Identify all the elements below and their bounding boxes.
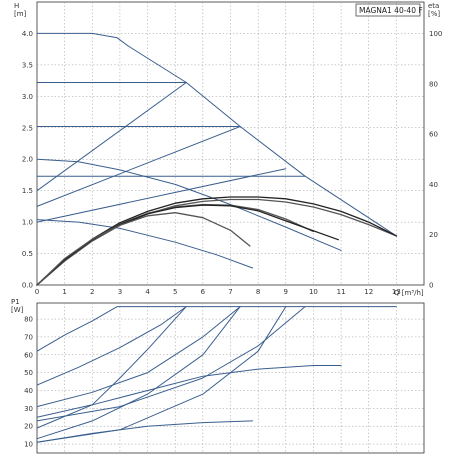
head-curve — [36, 32, 129, 47]
power-curve — [36, 306, 241, 408]
power-series-group — [36, 306, 397, 443]
power-curve — [36, 420, 254, 443]
head-tick-label: 2.0 — [22, 156, 33, 164]
efficiency-tick-label: 60 — [429, 131, 438, 139]
flow-tick-label: 6 — [201, 288, 206, 296]
head-tick-label: 3.5 — [22, 61, 33, 69]
flow-tick-label: 1 — [62, 288, 66, 296]
efficiency-axis-label: eta [%] — [428, 2, 440, 18]
head-tick-label: 1.0 — [22, 219, 33, 227]
flow-tick-label: 0 — [35, 288, 39, 296]
efficiency-curve — [36, 198, 398, 286]
head-curve — [36, 82, 187, 192]
efficiency-tick-labels: 0 20 40 60 80 100 — [429, 30, 442, 290]
flow-tick-label: 7 — [228, 288, 232, 296]
power-tick-label: 60 — [24, 351, 33, 359]
chart-title-box — [355, 3, 421, 17]
power-tick-label: 80 — [24, 316, 33, 324]
power-curve — [36, 306, 241, 440]
flow-tick-label: 4 — [145, 288, 150, 296]
flow-tick-label: 5 — [173, 288, 177, 296]
flow-tick-label: 2 — [90, 288, 94, 296]
power-tick-label: 40 — [24, 387, 33, 395]
efficiency-tick-label: 100 — [429, 30, 442, 38]
flow-tick-label: 10 — [309, 288, 318, 296]
power-tick-label: 10 — [24, 441, 33, 449]
flow-axis-label: Q [m³/h] — [394, 289, 424, 297]
power-curve — [36, 306, 306, 422]
head-curve — [36, 168, 287, 223]
power-curve — [36, 365, 342, 418]
power-tick-label: 70 — [24, 333, 33, 341]
axis-label-line: eta — [428, 2, 439, 10]
efficiency-tick-label: 40 — [429, 181, 438, 189]
head-tick-label: 0.5 — [22, 250, 33, 258]
efficiency-tick-label: 20 — [429, 231, 438, 239]
head-tick-labels: 0.0 0.5 1.0 1.5 2.0 2.5 3.0 3.5 4.0 — [22, 30, 33, 290]
efficiency-tick-label: 0 — [429, 282, 433, 290]
power-curve — [36, 306, 187, 429]
flow-tick-label: 3 — [118, 288, 122, 296]
axis-label-line: H — [14, 2, 19, 10]
head-tick-label: 4.0 — [22, 30, 33, 38]
power-grid — [37, 303, 424, 453]
power-chart: P1 [W] 10 20 30 40 50 60 70 80 — [11, 298, 425, 454]
head-curve — [36, 158, 342, 251]
head-axis-label: H [m] — [14, 2, 27, 18]
power-tick-label: 30 — [24, 405, 33, 413]
power-curve — [36, 306, 287, 443]
power-axis-label: P1 [W] — [11, 298, 24, 314]
chart-title: MAGNA1 40-40 F — [359, 6, 423, 15]
flow-tick-labels: 0 1 2 3 4 5 6 7 8 9 10 11 12 13 — [35, 288, 401, 296]
axis-label-line: [m] — [14, 10, 27, 18]
flow-tick-label: 8 — [256, 288, 260, 296]
head-tick-label: 1.5 — [22, 187, 33, 195]
head-curve — [36, 219, 254, 269]
head-tick-label: 0.0 — [22, 282, 33, 290]
head-series-group — [36, 32, 398, 286]
efficiency-curve — [36, 212, 251, 286]
axis-label-line: P1 — [11, 298, 20, 306]
axis-label-line: [W] — [11, 306, 24, 314]
power-tick-label: 20 — [24, 423, 33, 431]
head-tick-label: 2.5 — [22, 124, 33, 132]
efficiency-tick-label: 80 — [429, 80, 438, 88]
head-grid — [37, 2, 424, 285]
power-tick-labels: 10 20 30 40 50 60 70 80 — [24, 316, 33, 449]
efficiency-curve — [36, 204, 339, 286]
axis-label-line: [%] — [428, 10, 440, 18]
flow-tick-label: 11 — [337, 288, 346, 296]
power-tick-label: 50 — [24, 369, 33, 377]
head-tick-label: 3.0 — [22, 93, 33, 101]
head-curve — [36, 126, 241, 207]
flow-tick-label: 9 — [284, 288, 288, 296]
power-curve — [36, 306, 187, 386]
flow-tick-label: 12 — [364, 288, 373, 296]
flow-tick-label: 13 — [392, 288, 401, 296]
power-curve — [36, 306, 397, 352]
